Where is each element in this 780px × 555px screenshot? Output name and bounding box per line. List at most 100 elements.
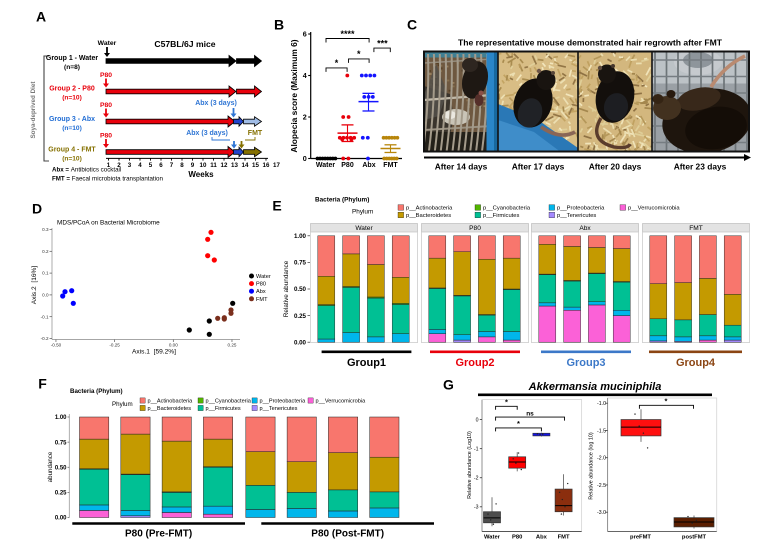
svg-text:0.00: 0.00 — [55, 516, 67, 522]
svg-text:postFMT: postFMT — [682, 535, 707, 541]
svg-text:-2.0: -2.0 — [597, 456, 606, 462]
svg-text:After 17 days: After 17 days — [512, 162, 565, 172]
svg-text:Group 3 - Abx: Group 3 - Abx — [49, 116, 95, 123]
svg-text:Group2: Group2 — [455, 357, 494, 369]
svg-text:15: 15 — [252, 162, 259, 169]
svg-text:P80 (Post-FMT): P80 (Post-FMT) — [311, 529, 384, 540]
svg-text:p__Verrucomicrobia: p__Verrucomicrobia — [628, 206, 680, 212]
svg-text:9: 9 — [191, 162, 195, 169]
svg-text:*: * — [517, 419, 520, 428]
svg-text:FMT = Faecal microbiota transp: FMT = Faecal microbiota transplantation — [52, 176, 163, 183]
svg-text:After 20 days: After 20 days — [589, 162, 642, 172]
svg-text:-0.2: -0.2 — [41, 336, 49, 341]
svg-text:p__Bacteroidetes: p__Bacteroidetes — [148, 406, 192, 412]
svg-text:F: F — [38, 376, 47, 392]
svg-text:2: 2 — [303, 112, 307, 121]
svg-text:abundance: abundance — [47, 451, 54, 482]
svg-text:A: A — [36, 9, 46, 25]
svg-text:0.25: 0.25 — [294, 313, 307, 320]
svg-text:-3: -3 — [474, 505, 479, 511]
svg-text:(n=10): (n=10) — [62, 95, 82, 102]
svg-text:P80: P80 — [256, 282, 266, 288]
svg-text:FMT: FMT — [383, 162, 398, 169]
svg-text:P80: P80 — [100, 133, 112, 140]
svg-text:0.1: 0.1 — [42, 271, 49, 276]
svg-text:p__Verrucomicrobia: p__Verrucomicrobia — [316, 399, 367, 405]
svg-text:-1.5: -1.5 — [597, 428, 606, 434]
svg-text:Abx (3 days): Abx (3 days) — [195, 100, 237, 107]
svg-text:0.50: 0.50 — [294, 286, 307, 293]
svg-text:MDS/PCoA on Bacterial Microbio: MDS/PCoA on Bacterial Microbiome — [57, 220, 160, 227]
svg-text:Weeks: Weeks — [188, 170, 214, 179]
svg-text:0.00: 0.00 — [169, 343, 178, 348]
svg-text:6: 6 — [159, 162, 163, 169]
svg-text:Bacteria (Phylum): Bacteria (Phylum) — [70, 388, 123, 395]
svg-text:Abx: Abx — [256, 289, 266, 295]
svg-text:Abx: Abx — [536, 535, 548, 541]
svg-text:P80 (Pre-FMT): P80 (Pre-FMT) — [125, 529, 192, 540]
svg-text:16: 16 — [263, 162, 270, 169]
svg-text:(n=8): (n=8) — [64, 64, 80, 71]
svg-text:6: 6 — [303, 29, 307, 38]
svg-text:P80: P80 — [100, 102, 112, 109]
svg-text:Akkermansia muciniphila: Akkermansia muciniphila — [528, 381, 662, 393]
svg-text:FMT: FMT — [558, 535, 570, 541]
svg-text:ns: ns — [526, 411, 534, 418]
svg-text:3: 3 — [128, 162, 132, 169]
svg-text:0: 0 — [303, 154, 307, 163]
svg-text:Relative abundance: Relative abundance — [283, 260, 290, 317]
svg-text:(n=10): (n=10) — [62, 125, 82, 132]
svg-text:preFMT: preFMT — [630, 535, 651, 541]
svg-text:14: 14 — [242, 162, 249, 169]
svg-text:7: 7 — [170, 162, 174, 169]
svg-text:Abx (3 days): Abx (3 days) — [186, 130, 228, 137]
svg-text:Water: Water — [256, 274, 271, 280]
svg-text:Axis.1 [59.2%]: Axis.1 [59.2%] — [132, 349, 176, 356]
svg-text:0.25: 0.25 — [227, 343, 236, 348]
svg-text:*: * — [357, 49, 361, 59]
svg-text:***: *** — [377, 39, 388, 49]
svg-text:After 14 days: After 14 days — [435, 162, 488, 172]
svg-text:Relative abundance (Log10): Relative abundance (Log10) — [467, 431, 473, 499]
svg-text:5: 5 — [149, 162, 153, 169]
svg-text:0.75: 0.75 — [294, 260, 307, 267]
svg-text:p__Proteobacteria: p__Proteobacteria — [260, 399, 307, 405]
svg-text:-3.0: -3.0 — [597, 510, 606, 516]
svg-text:0.50: 0.50 — [55, 465, 67, 471]
svg-text:0.75: 0.75 — [55, 440, 67, 446]
svg-text:D: D — [32, 201, 42, 217]
svg-text:0.3: 0.3 — [42, 227, 49, 232]
svg-text:Abx: Abx — [579, 225, 591, 232]
svg-text:4: 4 — [138, 162, 142, 169]
svg-text:p__Cyanobacteria: p__Cyanobacteria — [483, 206, 531, 212]
svg-text:P80: P80 — [341, 162, 354, 169]
svg-text:Phylum: Phylum — [112, 401, 133, 408]
svg-text:Abx: Abx — [362, 162, 375, 169]
svg-text:C: C — [407, 17, 417, 33]
svg-text:*: * — [665, 396, 668, 405]
svg-text:Relative abundance (log 10): Relative abundance (log 10) — [589, 432, 595, 500]
svg-text:-2: -2 — [474, 476, 479, 482]
svg-text:p__Actinobacteria: p__Actinobacteria — [406, 206, 453, 212]
svg-text:13: 13 — [231, 162, 238, 169]
svg-text:P80: P80 — [469, 225, 481, 232]
svg-text:p__Firmicutes: p__Firmicutes — [483, 213, 520, 219]
svg-text:8: 8 — [180, 162, 184, 169]
svg-text:p__Cyanobacteria: p__Cyanobacteria — [206, 399, 252, 405]
svg-text:****: **** — [340, 29, 355, 39]
svg-text:Water: Water — [355, 225, 373, 232]
svg-text:p__Tenericutes: p__Tenericutes — [260, 406, 298, 412]
svg-text:Soya-deprived Diet: Soya-deprived Diet — [30, 81, 37, 139]
svg-text:0.25: 0.25 — [55, 491, 67, 497]
svg-text:-2.5: -2.5 — [597, 483, 606, 489]
svg-text:17: 17 — [273, 162, 280, 169]
svg-text:Axis.2 [16%]: Axis.2 [16%] — [31, 266, 38, 305]
svg-text:B: B — [274, 17, 284, 33]
svg-text:-1.0: -1.0 — [597, 401, 606, 407]
svg-text:p__Bacteroidetes: p__Bacteroidetes — [406, 213, 451, 219]
svg-text:Group4: Group4 — [676, 357, 716, 369]
svg-text:Group3: Group3 — [566, 357, 605, 369]
svg-text:C57BL/6J mice: C57BL/6J mice — [154, 39, 215, 49]
svg-text:-0.50: -0.50 — [51, 343, 62, 348]
svg-text:Water: Water — [316, 162, 335, 169]
